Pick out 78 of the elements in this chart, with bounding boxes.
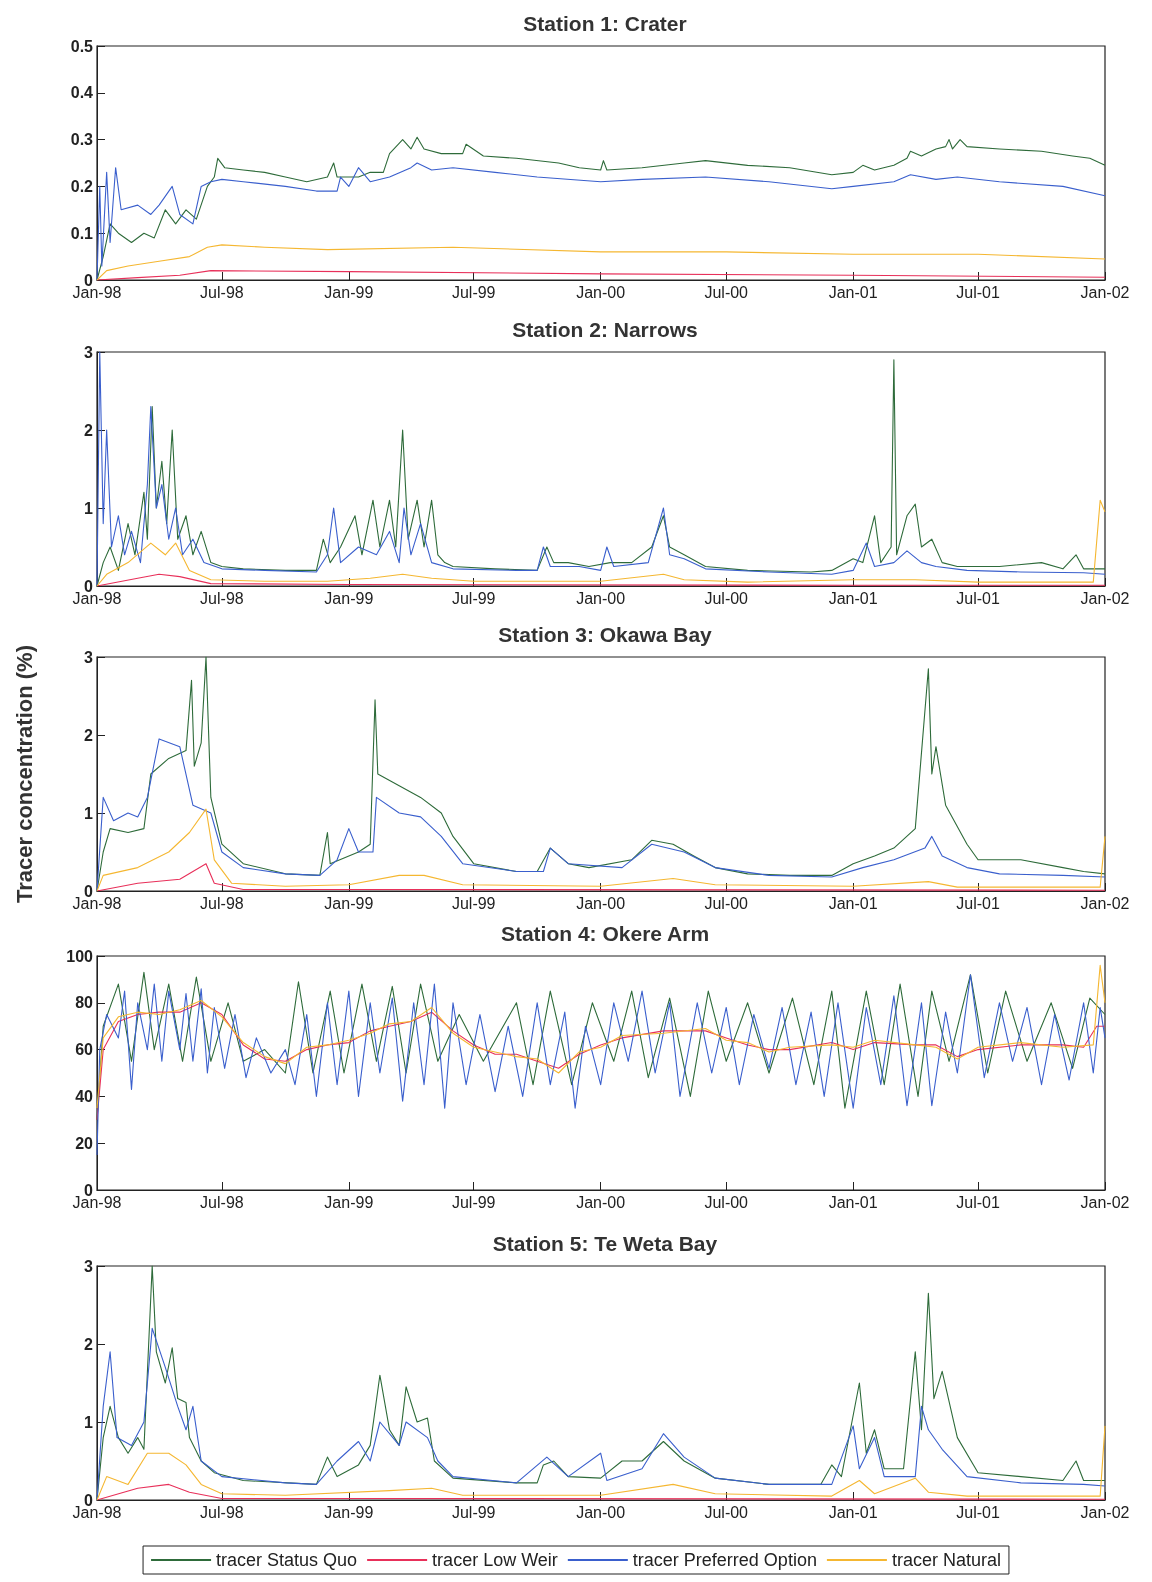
x-tick-label: Jul-99 — [451, 1503, 496, 1521]
x-tick-label: Jul-99 — [451, 1193, 496, 1211]
y-tick-label: 0.1 — [70, 224, 94, 242]
y-tick-label: 0.5 — [70, 37, 94, 55]
x-tick-label: Jul-00 — [704, 1503, 749, 1521]
line-series — [96, 1002, 1106, 1121]
chart-title: Station 5: Te Weta Bay — [492, 1232, 718, 1255]
y-tick-label: 0 — [84, 1491, 94, 1509]
x-tick-label: Jul-01 — [956, 894, 1000, 912]
x-tick-label: Jan-01 — [828, 894, 878, 912]
x-tick-label: Jan-99 — [324, 283, 374, 301]
y-tick-label: 0 — [84, 577, 94, 595]
x-tick-label: Jan-02 — [1080, 283, 1130, 301]
x-tick-label: Jan-99 — [324, 894, 374, 912]
x-tick-label: Jan-02 — [1080, 1503, 1130, 1521]
x-tick-label: Jul-98 — [200, 894, 244, 912]
y-tick-label: 2 — [84, 421, 94, 439]
y-axis-title: Tracer concentration (%) — [11, 645, 37, 903]
chart-title: Station 2: Narrows — [512, 318, 698, 341]
x-tick-label: Jan-01 — [828, 1503, 878, 1521]
y-tick-label: 2 — [84, 1335, 94, 1353]
x-tick-label: Jul-99 — [451, 894, 496, 912]
y-tick-label: 60 — [75, 1041, 94, 1059]
x-tick-label: Jan-00 — [576, 894, 626, 912]
x-tick-label: Jan-00 — [576, 1193, 626, 1211]
chart-title: Station 3: Okawa Bay — [498, 623, 713, 646]
y-tick-label: 100 — [66, 947, 94, 965]
x-tick-label: Jul-98 — [200, 1193, 244, 1211]
x-tick-label: Jul-01 — [956, 283, 1000, 301]
x-tick-label: Jan-02 — [1080, 589, 1130, 607]
x-tick-label: Jul-98 — [200, 1503, 244, 1521]
x-tick-label: Jul-99 — [451, 589, 496, 607]
legend-label: tracer Status Quo — [216, 1550, 358, 1570]
y-tick-label: 20 — [75, 1134, 94, 1152]
x-tick-label: Jan-00 — [576, 283, 626, 301]
chart-title: Station 1: Crater — [523, 12, 687, 35]
x-tick-label: Jul-00 — [704, 1193, 749, 1211]
x-tick-label: Jul-00 — [704, 283, 749, 301]
x-tick-label: Jan-99 — [324, 1193, 374, 1211]
y-tick-label: 40 — [75, 1087, 94, 1105]
chart-title: Station 4: Okere Arm — [500, 922, 710, 945]
y-tick-label: 0.2 — [70, 177, 94, 195]
line-series — [96, 656, 1106, 892]
x-tick-label: Jul-00 — [704, 589, 749, 607]
x-tick-label: Jul-01 — [956, 1503, 1000, 1521]
y-tick-label: 1 — [84, 804, 94, 822]
y-tick-label: 0 — [84, 271, 94, 289]
y-tick-label: 1 — [84, 1413, 94, 1431]
x-tick-label: Jan-01 — [828, 1193, 878, 1211]
y-tick-label: 0.4 — [70, 84, 94, 102]
x-tick-label: Jul-01 — [956, 589, 1000, 607]
y-tick-label: 80 — [75, 994, 94, 1012]
x-tick-label: Jul-98 — [200, 589, 244, 607]
line-series — [96, 974, 1106, 1156]
legend-label: tracer Low Weir — [432, 1550, 558, 1570]
y-tick-label: 0 — [84, 1181, 94, 1199]
x-tick-label: Jan-00 — [576, 589, 626, 607]
x-tick-label: Jan-01 — [828, 283, 878, 301]
x-tick-label: Jan-02 — [1080, 1193, 1130, 1211]
y-tick-label: 0 — [84, 882, 94, 900]
line-series — [96, 1265, 1106, 1501]
x-tick-label: Jan-01 — [828, 589, 878, 607]
legend-label: tracer Preferred Option — [632, 1550, 817, 1570]
y-tick-label: 1 — [84, 499, 94, 517]
x-tick-label: Jan-00 — [576, 1503, 626, 1521]
x-tick-label: Jul-00 — [704, 894, 749, 912]
x-tick-label: Jul-01 — [956, 1193, 1000, 1211]
x-tick-label: Jan-02 — [1080, 894, 1130, 912]
x-tick-label: Jul-99 — [451, 283, 496, 301]
x-tick-label: Jul-98 — [200, 283, 244, 301]
y-tick-label: 3 — [84, 1257, 94, 1275]
y-tick-label: 2 — [84, 726, 94, 744]
y-tick-label: 3 — [84, 343, 94, 361]
y-tick-label: 3 — [84, 648, 94, 666]
y-tick-label: 0.3 — [70, 131, 94, 149]
x-tick-label: Jan-99 — [324, 1503, 374, 1521]
x-tick-label: Jan-99 — [324, 589, 374, 607]
legend-label: tracer Natural — [891, 1550, 1001, 1570]
